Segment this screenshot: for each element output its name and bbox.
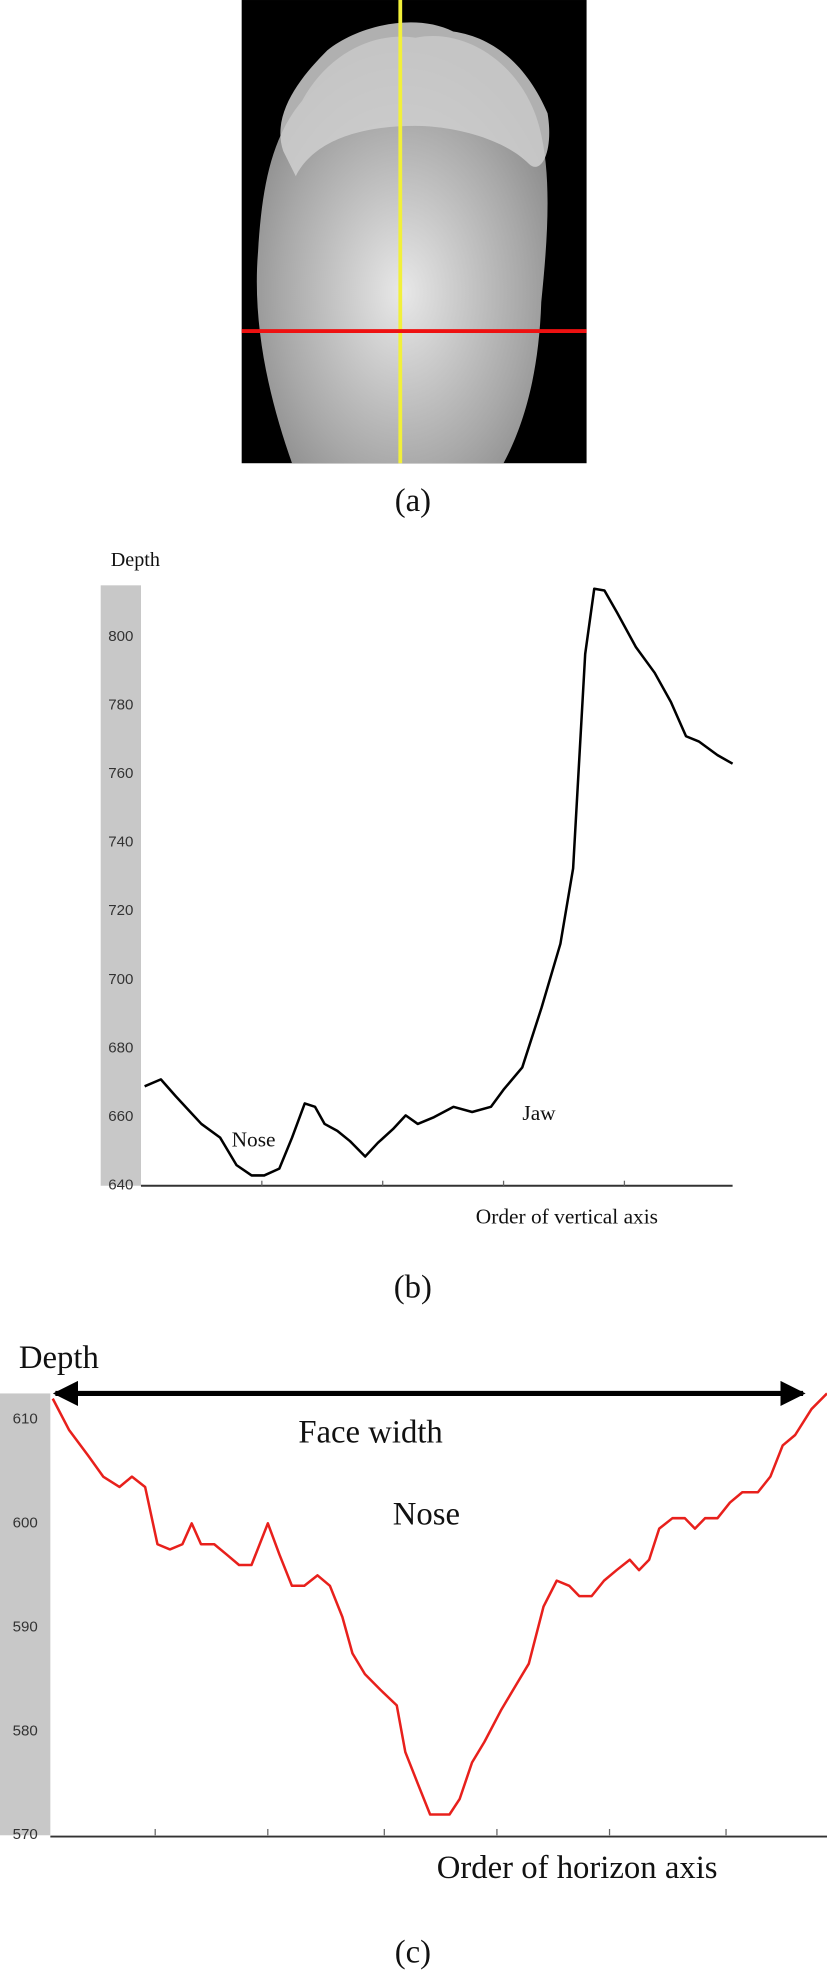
data-line	[144, 587, 734, 1177]
y-tick-label: 680	[108, 1039, 133, 1056]
annotation: Nose	[232, 1128, 276, 1152]
x-axis-label: Order of horizon axis	[437, 1850, 718, 1886]
y-tick-label: 600	[13, 1514, 38, 1531]
annotation: Nose	[393, 1496, 460, 1532]
y-axis-label: Depth	[19, 1340, 99, 1376]
caption: (b)	[394, 1270, 432, 1306]
y-tick-label: 590	[13, 1618, 38, 1635]
axis-strip	[0, 1393, 51, 1836]
y-tick-label: 740	[108, 834, 133, 851]
y-tick-label: 640	[108, 1177, 133, 1194]
y-tick-label: 610	[13, 1410, 38, 1427]
y-tick-label: 660	[108, 1108, 133, 1125]
depth-image	[241, 0, 587, 464]
caption: (c)	[395, 1934, 431, 1970]
y-tick-label: 580	[13, 1722, 38, 1739]
caption: (a)	[395, 483, 431, 519]
y-tick-label: 780	[108, 696, 133, 713]
y-tick-label: 570	[13, 1826, 38, 1843]
y-tick-label: 800	[108, 628, 133, 645]
y-tick-label: 700	[108, 971, 133, 988]
y-axis-label: Depth	[111, 549, 160, 571]
axis-strip	[100, 585, 141, 1186]
annotation: Face width	[298, 1415, 442, 1451]
y-tick-label: 720	[108, 902, 133, 919]
x-axis-label: Order of vertical axis	[476, 1204, 658, 1228]
data-line	[51, 1392, 827, 1816]
annotation: Jaw	[522, 1101, 556, 1125]
y-tick-label: 760	[108, 765, 133, 782]
